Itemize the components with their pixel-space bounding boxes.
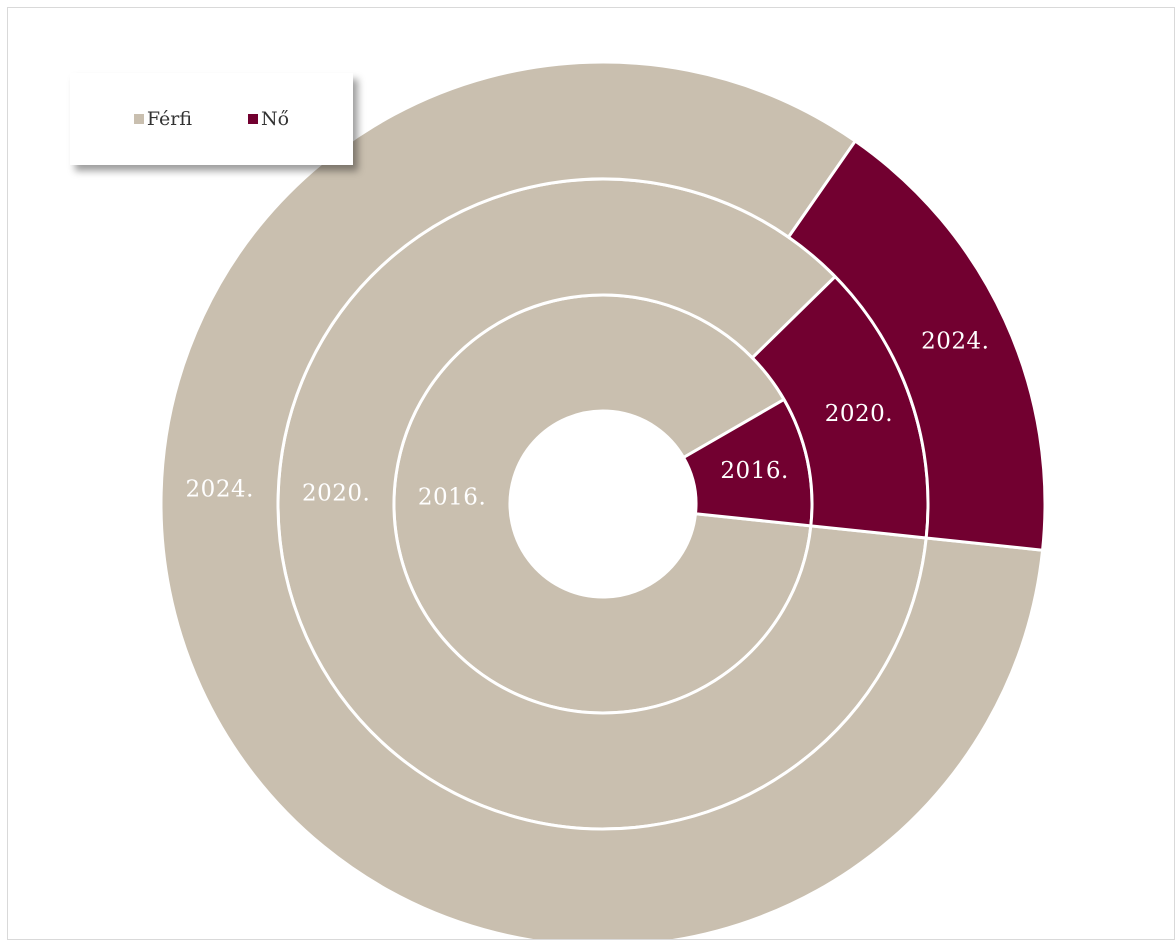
doughnut-chart: 2016. 2016. 2020. 2020. 2024. 2024. xyxy=(159,60,1047,939)
legend-item-no: Nő xyxy=(248,108,289,130)
legend-item-ferfi: Férfi xyxy=(133,108,193,130)
data-label-2016-no: 2016. xyxy=(720,458,788,484)
legend-swatch-ferfi xyxy=(133,114,144,124)
data-label-2024-ferfi: 2024. xyxy=(186,477,254,503)
data-label-2024-no: 2024. xyxy=(921,329,989,355)
chart-area: 2016. 2016. 2020. 2020. 2024. 2024. Férfi Nő xyxy=(7,7,1175,940)
data-label-2020-ferfi: 2020. xyxy=(302,481,370,507)
legend: Férfi Nő xyxy=(70,73,353,165)
legend-label-no: Nő xyxy=(261,108,290,130)
data-label-2020-no: 2020. xyxy=(825,401,893,427)
legend-label-ferfi: Férfi xyxy=(146,108,193,130)
legend-swatch-no xyxy=(248,114,259,124)
ring-2024-slice-ferfi xyxy=(159,60,1045,939)
data-label-2016-ferfi: 2016. xyxy=(418,485,486,511)
ring-2024-slice-no xyxy=(786,138,1047,552)
